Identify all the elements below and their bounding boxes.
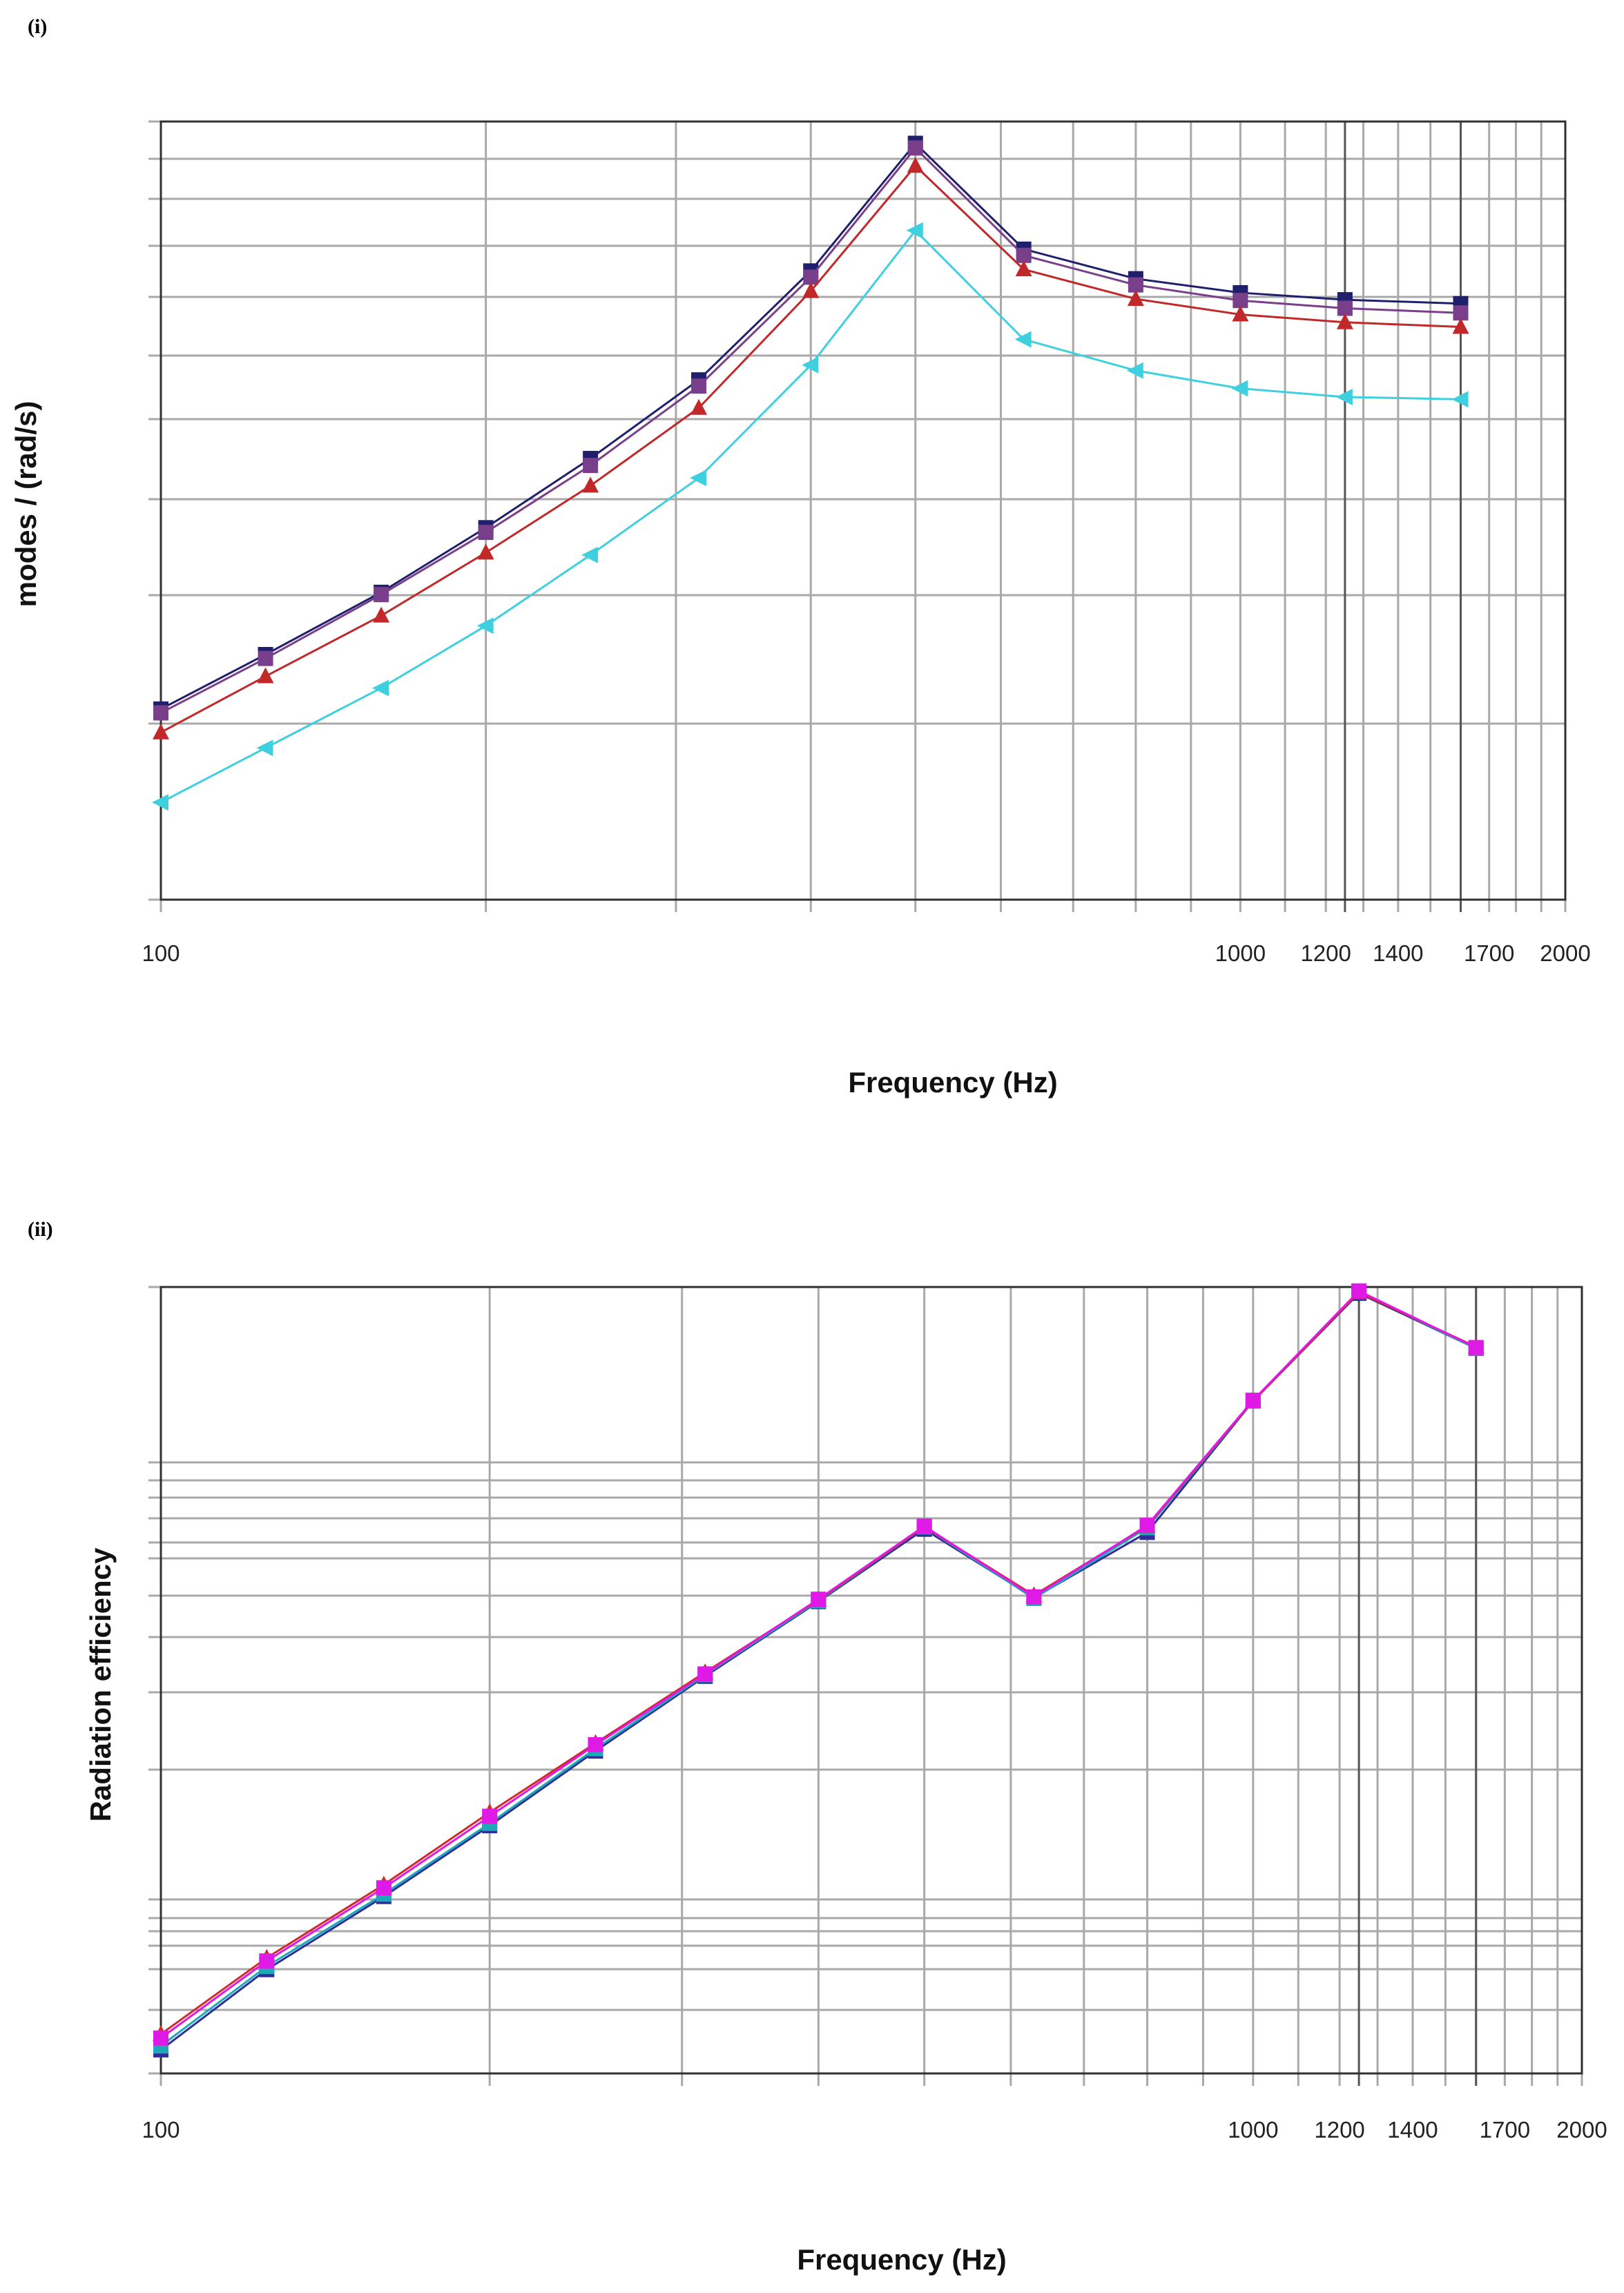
- x-tick-label: 1700: [1464, 940, 1514, 966]
- data-point-series-4: [697, 1666, 713, 1682]
- data-point-series-2: [1337, 300, 1353, 316]
- data-point-series-2: [1016, 247, 1032, 263]
- data-point-series-4: [916, 1518, 932, 1534]
- y-axis-title-i: modes / (rad/s): [10, 401, 42, 608]
- data-point-series-3: [257, 667, 274, 684]
- panel-label-ii: (ii): [28, 1218, 53, 1241]
- data-point-series-2: [583, 458, 599, 474]
- x-axis-title-ii: Frequency (Hz): [797, 2243, 1006, 2276]
- data-point-series-2: [1128, 277, 1143, 293]
- x-tick-label: 2000: [1556, 2117, 1607, 2142]
- data-point-series-4: [811, 1591, 826, 1607]
- data-point-series-4: [256, 739, 273, 757]
- data-point-series-4: [376, 1880, 392, 1896]
- data-point-series-3: [907, 157, 924, 173]
- data-point-series-4: [1126, 362, 1143, 379]
- data-point-series-2: [153, 705, 168, 721]
- x-tick-label: 1400: [1387, 2117, 1438, 2142]
- chart-panel-i: (i) 100 1000 1200 1400 1700 2000 Frequency (H…: [10, 15, 1591, 1099]
- data-point-series-4: [1245, 1393, 1261, 1409]
- data-point-series-4: [1231, 380, 1248, 397]
- data-point-series-4: [476, 617, 494, 635]
- panel-label-i: (i): [28, 15, 47, 38]
- data-point-series-2: [478, 525, 494, 541]
- data-point-series-3: [153, 723, 169, 739]
- data-point-series-4: [690, 470, 707, 487]
- data-point-series-3: [582, 476, 599, 493]
- data-point-series-2: [1453, 305, 1469, 321]
- data-point-series-4: [588, 1736, 603, 1752]
- data-point-series-3: [1336, 313, 1353, 329]
- x-tick-label: 100: [142, 2117, 180, 2142]
- data-point-series-2: [1232, 293, 1248, 309]
- data-point-series-3: [477, 543, 494, 560]
- x-tick-label: 1200: [1300, 940, 1351, 966]
- x-axis-title-i: Frequency (Hz): [848, 1066, 1057, 1099]
- x-tick-label: 1000: [1228, 2117, 1278, 2142]
- data-point-series-4: [259, 1953, 275, 1969]
- data-point-series-3: [373, 606, 390, 623]
- data-point-series-4: [802, 356, 819, 374]
- data-point-series-3: [690, 398, 708, 415]
- data-point-series-2: [258, 650, 273, 666]
- data-point-series-4: [1335, 388, 1353, 405]
- data-point-series-2: [803, 269, 819, 285]
- data-point-series-4: [1468, 1339, 1484, 1355]
- x-tick-label: 100: [142, 940, 180, 966]
- data-point-series-4: [153, 2030, 168, 2046]
- x-tick-label: 1700: [1480, 2117, 1530, 2142]
- x-tick-label: 1200: [1314, 2117, 1364, 2142]
- y-axis-title-ii: Radiation efficiency: [84, 1547, 117, 1821]
- data-point-series-2: [691, 378, 707, 394]
- data-point-series-4: [1451, 391, 1469, 408]
- x-tick-label: 1000: [1215, 940, 1266, 966]
- plot-frame-i: [160, 120, 1567, 901]
- data-point-series-4: [1351, 1283, 1367, 1299]
- data-point-series-4: [482, 1808, 498, 1824]
- x-tick-label: 1400: [1373, 940, 1423, 966]
- chart-panel-ii: (ii) 100 1000 1200 1400 1700 2000 Frequency (…: [28, 1218, 1607, 2276]
- data-point-series-3: [1127, 289, 1144, 306]
- data-point-series-3: [802, 282, 820, 298]
- data-point-series-3: [1452, 318, 1469, 334]
- data-point-series-4: [372, 679, 389, 697]
- data-point-series-2: [374, 587, 389, 603]
- data-point-series-4: [1139, 1518, 1155, 1533]
- data-point-series-3: [1015, 260, 1032, 277]
- data-point-series-3: [1232, 305, 1249, 322]
- data-point-series-4: [1014, 331, 1032, 348]
- data-point-series-4: [1026, 1589, 1042, 1605]
- data-point-series-4: [581, 546, 599, 563]
- x-tick-label: 2000: [1540, 940, 1590, 966]
- data-point-series-2: [907, 140, 923, 156]
- data-point-series-4: [906, 222, 923, 239]
- plot-frame-ii: [160, 1286, 1583, 2075]
- data-point-series-4: [152, 794, 168, 811]
